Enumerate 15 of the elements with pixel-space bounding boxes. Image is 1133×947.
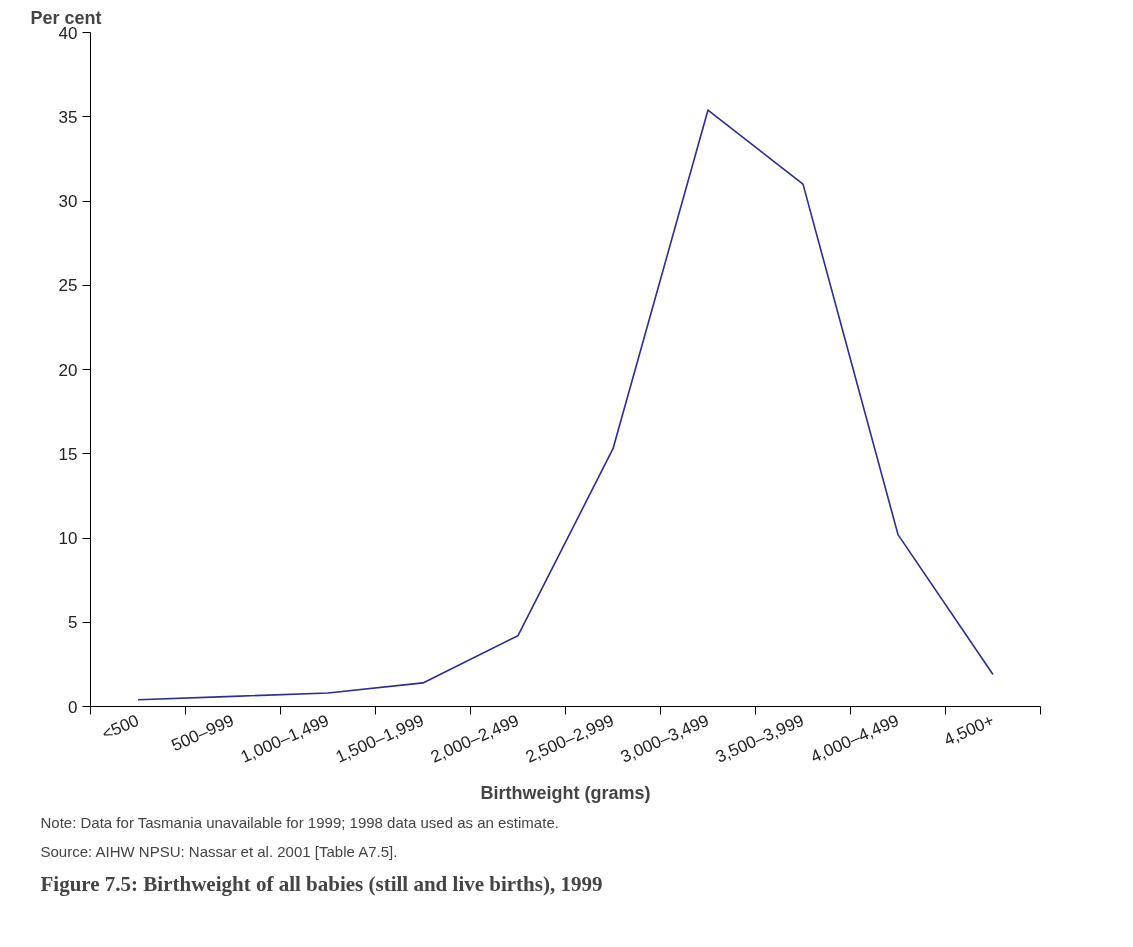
y-tick-label: 35 [58,107,78,127]
text: Note: Data for Tasmania unavailable for 1999; 1998 data used as an estimate. [40,813,559,831]
y-tick-label: 20 [58,360,78,380]
y-tick-label: 0 [68,697,78,717]
line-series [137,109,994,701]
y-tick-label: 5 [68,613,78,633]
y-tick-label: 30 [58,192,78,211]
x-axis-title: Birthweight (grams) [480,783,651,804]
source-note: Source: AIHW NPSU: Nassar et al. 2001 [Table A7.5]. [40,842,398,860]
x-tick-label: <500 [99,710,142,744]
y-tick-label: 10 [58,529,78,548]
text: Figure 7.5: Birthweight of all babies (still and live births), 1999 [40,871,603,896]
x-tick-label: 4,500+ [941,710,997,750]
y-tick-label: 15 [58,444,78,464]
y-tick-label: 25 [58,276,78,296]
